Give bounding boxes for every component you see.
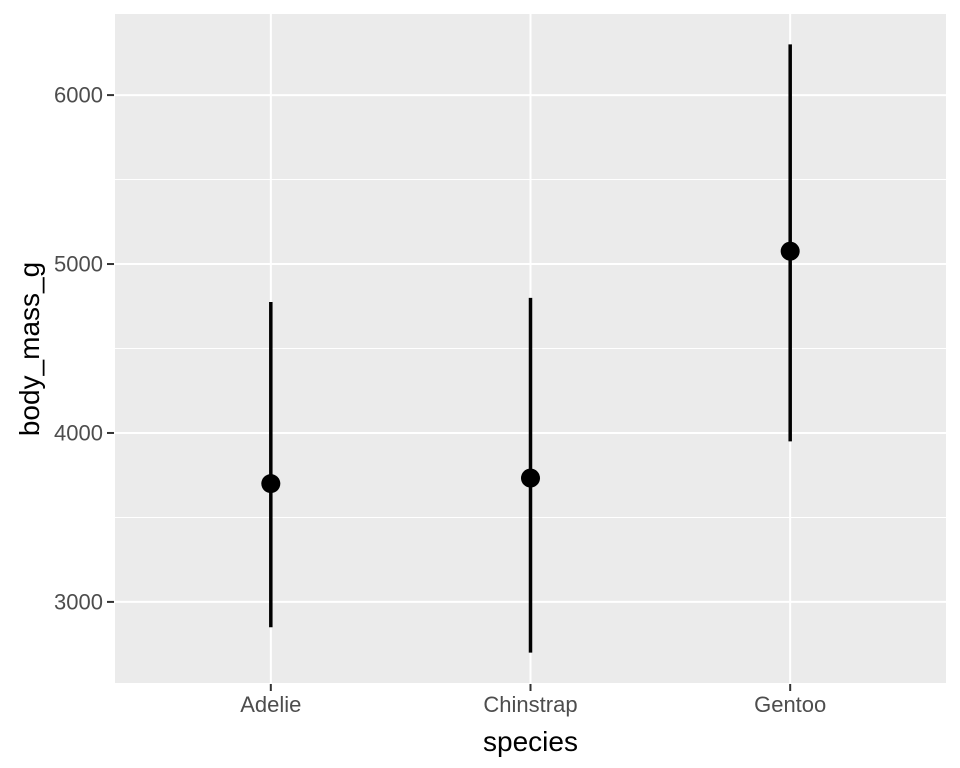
x-tick-label: Gentoo xyxy=(754,692,826,717)
y-tick-label: 6000 xyxy=(54,83,103,108)
mean-point xyxy=(780,241,800,261)
y-tick-label: 3000 xyxy=(54,589,103,614)
x-axis-title: species xyxy=(483,726,578,757)
x-tick-label: Adelie xyxy=(240,692,301,717)
mean-point xyxy=(521,468,540,488)
y-tick-label: 4000 xyxy=(54,420,103,445)
x-tick-label: Chinstrap xyxy=(483,692,577,717)
y-tick-label: 5000 xyxy=(54,252,103,277)
mean-point xyxy=(261,474,281,494)
y-axis-title: body_mass_g xyxy=(14,261,45,436)
